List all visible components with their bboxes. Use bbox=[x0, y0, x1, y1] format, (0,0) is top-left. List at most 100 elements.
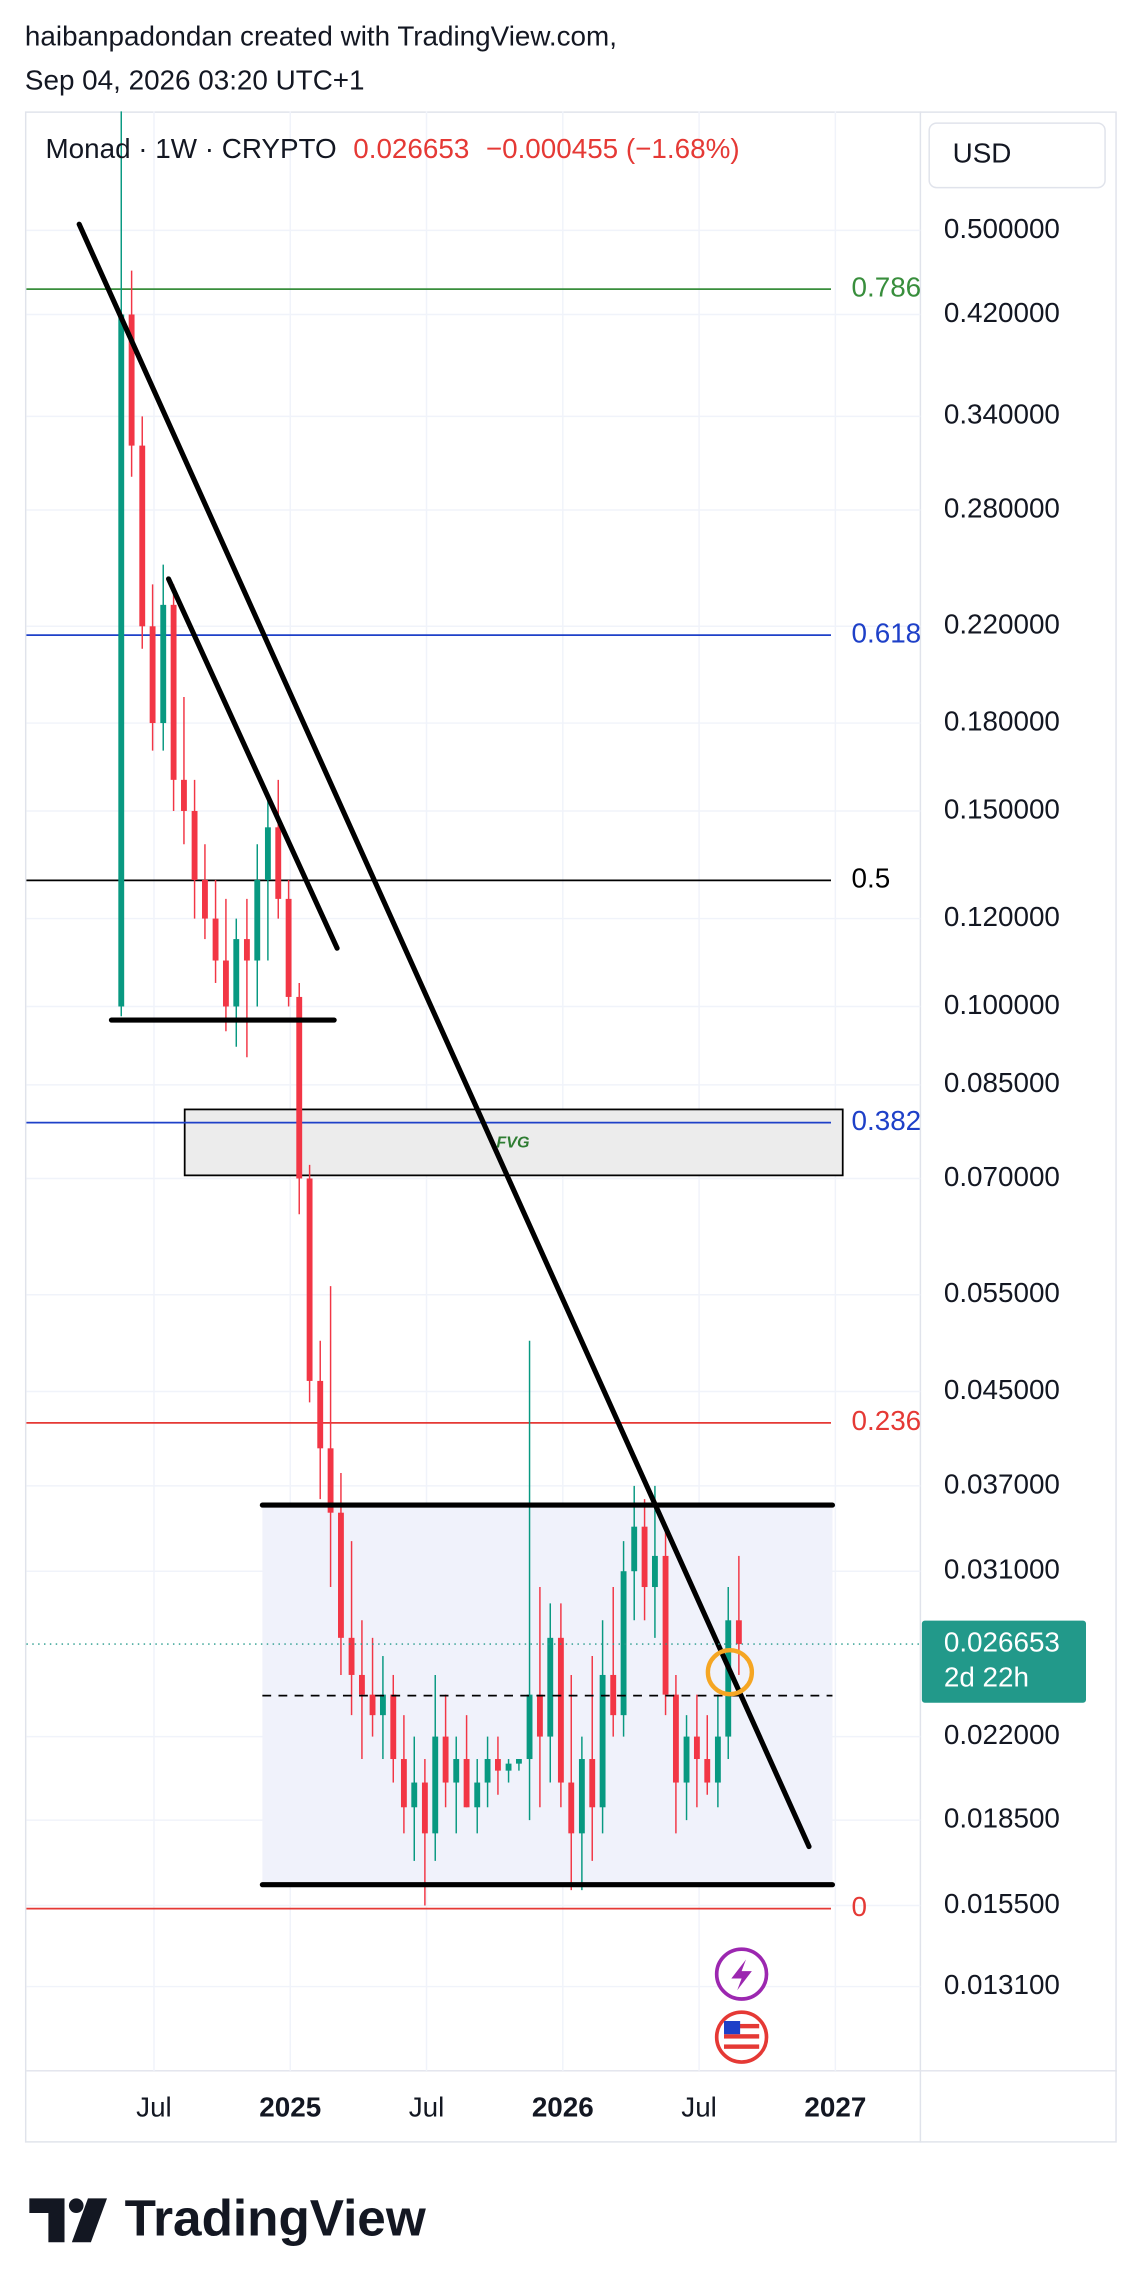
y-tick-label: 0.100000 bbox=[944, 989, 1060, 1020]
flag-stripe bbox=[724, 2044, 760, 2049]
fib-label-clip: 0.786 bbox=[852, 271, 922, 302]
x-tick-label: Jul bbox=[681, 2091, 717, 2122]
candle-body bbox=[254, 879, 261, 961]
fib-levels: 0.786 0.618 0.5 0.382 0.236 0 bbox=[26, 271, 922, 1922]
fib-label-clip: 0 bbox=[852, 1891, 867, 1922]
candle-body bbox=[348, 1637, 355, 1675]
fib-label: 0.5 bbox=[852, 863, 891, 894]
y-tick-label: 0.280000 bbox=[944, 492, 1060, 523]
candle-body bbox=[474, 1782, 481, 1808]
header-line: Sep 04, 2026 03:20 UTC+1 bbox=[25, 64, 365, 95]
last-price-box bbox=[921, 1620, 1087, 1703]
x-tick-label: 2026 bbox=[532, 2091, 594, 2122]
header-line: haibanpadondan created with TradingView.… bbox=[25, 20, 617, 51]
fib-label: 0.236 bbox=[852, 1405, 922, 1436]
y-tick-label: 0.220000 bbox=[944, 609, 1060, 640]
flag-stripe bbox=[724, 2034, 760, 2039]
logo-mark bbox=[68, 2198, 84, 2213]
y-tick-label: 0.015500 bbox=[944, 1888, 1060, 1919]
candle-body bbox=[191, 810, 198, 880]
candle-body bbox=[149, 626, 156, 724]
x-tick-label: 2027 bbox=[804, 2091, 866, 2122]
y-tick-label: 0.018500 bbox=[944, 1803, 1060, 1834]
legend-symbol: Monad · 1W · CRYPTO bbox=[45, 133, 336, 164]
candle-body bbox=[547, 1637, 554, 1737]
event-icon bbox=[714, 1947, 769, 2001]
candle-body bbox=[442, 1736, 449, 1783]
candle-body bbox=[338, 1512, 344, 1638]
fib-label: 0 bbox=[852, 1891, 867, 1922]
chart-frame bbox=[24, 111, 1117, 2143]
candle-body bbox=[495, 1759, 501, 1771]
candle-body bbox=[222, 960, 229, 1007]
candle-body bbox=[505, 1763, 512, 1771]
candle-body bbox=[400, 1759, 407, 1808]
highlight-circle bbox=[705, 1648, 755, 1697]
brand-name: TradingView bbox=[125, 2189, 426, 2246]
y-tick-label: 0.022000 bbox=[944, 1719, 1060, 1750]
flag-stripe bbox=[724, 2023, 760, 2029]
candle-body bbox=[672, 1694, 679, 1783]
candle-body bbox=[484, 1759, 491, 1783]
candle-body bbox=[463, 1759, 470, 1808]
candle-body bbox=[285, 898, 292, 997]
legend-change: −0.000455 (−1.68%) bbox=[486, 133, 740, 164]
flag-canton bbox=[724, 2020, 741, 2035]
candle-body bbox=[128, 314, 135, 446]
candle-body bbox=[202, 879, 208, 919]
candle-body bbox=[568, 1782, 575, 1834]
candle-body bbox=[379, 1694, 386, 1716]
candle-body bbox=[264, 827, 271, 880]
x-tick-label: Jul bbox=[409, 2091, 445, 2122]
price-axis: 0.500000 0.420000 0.340000 0.280000 0.220000… bbox=[944, 213, 1060, 2000]
trendline bbox=[166, 576, 340, 951]
candle-body bbox=[599, 1674, 606, 1808]
y-tick-label: 0.120000 bbox=[944, 901, 1060, 932]
candle-body bbox=[139, 445, 146, 627]
logo-mark bbox=[71, 2198, 108, 2243]
candles bbox=[118, 111, 742, 1906]
candle-body bbox=[693, 1736, 700, 1760]
y-tick-label: 0.420000 bbox=[944, 297, 1060, 328]
x-tick-label: Jul bbox=[136, 2091, 172, 2122]
fib-label: 0.786 bbox=[852, 271, 922, 302]
candle-body bbox=[526, 1694, 533, 1760]
candle-body bbox=[160, 604, 167, 724]
fib-label: 0.382 bbox=[852, 1105, 922, 1136]
currency-label[interactable]: USD bbox=[953, 138, 1012, 169]
fib-label: 0.618 bbox=[852, 617, 922, 648]
candle-body bbox=[358, 1674, 365, 1695]
candle-body bbox=[453, 1759, 460, 1783]
fvg-zone bbox=[183, 1108, 844, 1177]
candle-body bbox=[233, 939, 240, 1007]
legend-last: 0.026653 bbox=[353, 133, 469, 164]
y-tick-label: 0.013100 bbox=[944, 1969, 1060, 2000]
candle-body bbox=[327, 1448, 334, 1513]
candle-body bbox=[306, 1178, 313, 1381]
fib-label-clip: 0.382 bbox=[852, 1105, 922, 1136]
y-tick-label: 0.031000 bbox=[944, 1554, 1060, 1585]
currency-button[interactable] bbox=[928, 122, 1106, 189]
y-tick-label: 0.055000 bbox=[944, 1277, 1060, 1308]
candle-body bbox=[735, 1620, 742, 1645]
candle-body bbox=[432, 1736, 439, 1834]
candle-body bbox=[536, 1694, 543, 1737]
candle-body bbox=[651, 1555, 658, 1588]
candle-body bbox=[170, 604, 177, 780]
fvg-label: FVG bbox=[496, 1133, 530, 1151]
y-tick-label: 0.085000 bbox=[944, 1067, 1060, 1098]
candle-body bbox=[620, 1571, 627, 1716]
drawings bbox=[76, 221, 836, 1888]
y-tick-label: 0.070000 bbox=[944, 1161, 1060, 1192]
fib-label-clip: 0.236 bbox=[852, 1405, 922, 1436]
last-price-label: 0.026653 bbox=[944, 1626, 1060, 1657]
candle-body bbox=[683, 1736, 690, 1783]
candle-body bbox=[296, 996, 303, 1179]
legend: Monad · 1W · CRYPTO 0.026653 −0.000455 (… bbox=[45, 133, 739, 164]
x-tick-label: 2025 bbox=[259, 2091, 321, 2122]
candle-body bbox=[662, 1555, 669, 1695]
candle-body bbox=[212, 918, 219, 961]
candle-body bbox=[275, 827, 282, 899]
candle-body bbox=[557, 1637, 564, 1783]
